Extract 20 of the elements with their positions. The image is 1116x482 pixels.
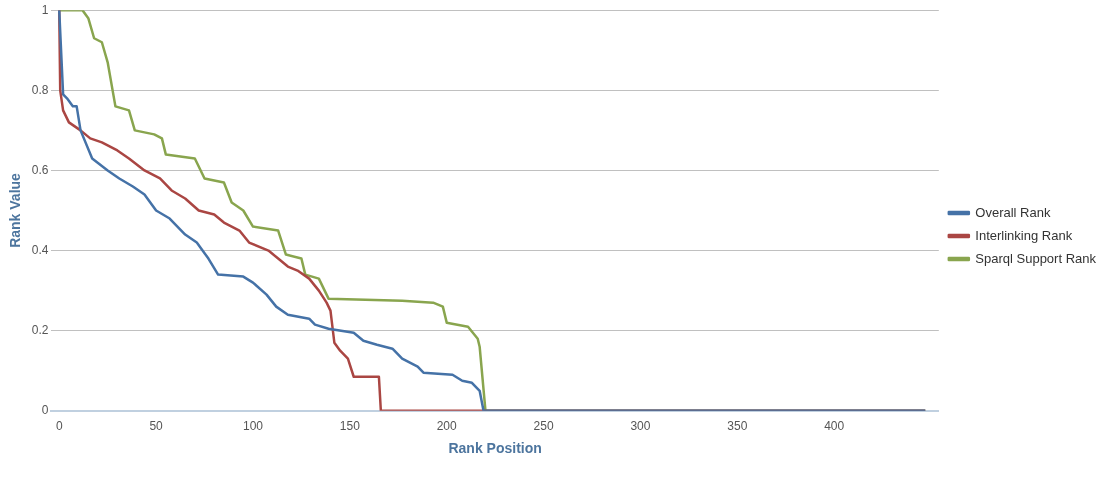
x-tick-label: 300 [630,419,651,434]
y-tick-label: 0.8 [31,82,49,97]
y-tick-label: 0.6 [31,162,49,177]
y-tick-label: 1 [41,2,49,17]
x-tick-label: 350 [727,419,748,434]
x-tick-label: 150 [339,419,361,434]
x-tick-label: 50 [149,419,164,434]
legend-label: Sparql Support Rank [975,250,1097,266]
x-tick-label: 250 [533,419,554,434]
y-tick-label: 0.2 [31,322,49,337]
x-tick-label: 200 [436,419,458,434]
y-axis-title: Rank Value [7,172,24,248]
x-tick-label: 400 [824,419,845,434]
x-tick-label: 0 [55,419,63,434]
x-tick-label: 100 [242,419,264,434]
x-axis-title: Rank Position [448,440,542,457]
y-tick-label: 0 [41,403,49,418]
legend-label: Overall Rank [975,204,1051,220]
y-tick-label: 0.4 [31,242,49,257]
legend-label: Interlinking Rank [975,227,1073,243]
